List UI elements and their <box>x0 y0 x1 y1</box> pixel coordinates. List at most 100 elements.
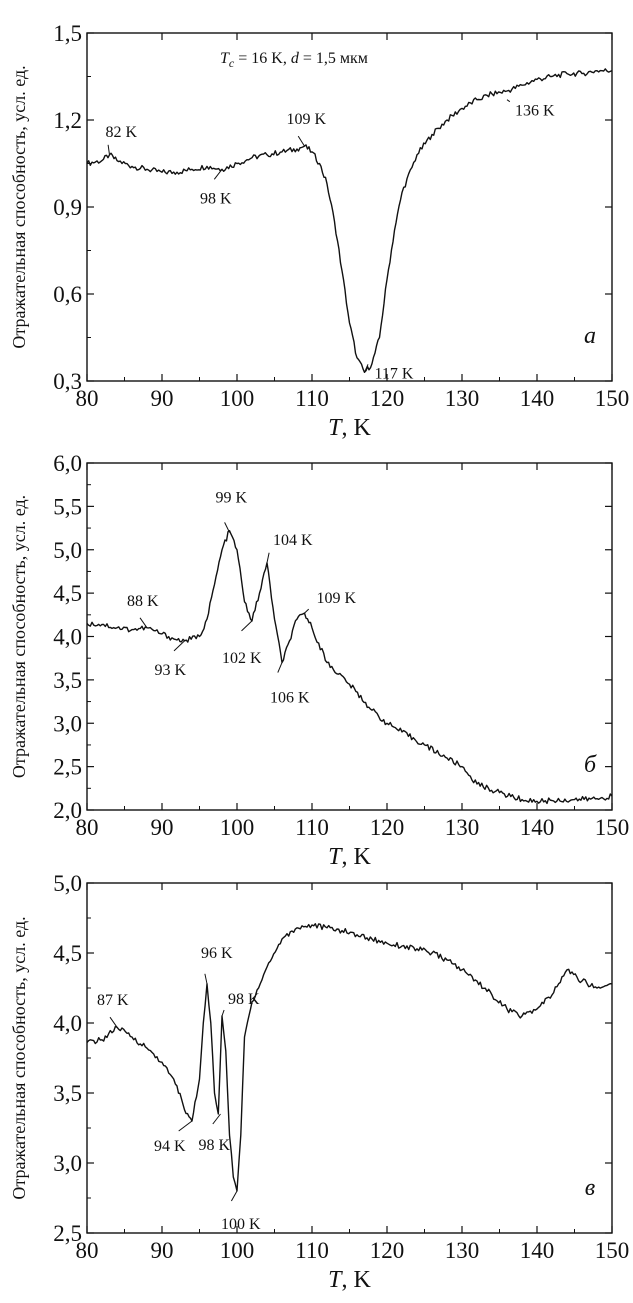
annotation-leader <box>107 144 110 155</box>
x-axis-symbol: T <box>328 415 343 441</box>
y-tick-label: 0,3 <box>53 369 82 394</box>
plot-frame <box>86 882 613 1234</box>
y-tick-label: 1,2 <box>53 108 82 133</box>
x-tick-label: 110 <box>295 1238 329 1263</box>
annotation-label: 87 K <box>97 992 129 1009</box>
panel-letter: б <box>584 752 597 778</box>
annotation-leader <box>213 168 223 180</box>
annotation-leader <box>224 522 230 533</box>
annotation-leader <box>506 99 511 103</box>
x-axis-unit: , K <box>342 415 372 441</box>
x-axis-unit: , K <box>342 1267 372 1293</box>
x-axis-symbol: T <box>328 844 343 870</box>
y-tick-label: 4,5 <box>53 581 82 606</box>
note-tc-symbol: T <box>220 50 230 67</box>
annotation-label: 106 K <box>270 690 310 707</box>
annotation-label: 109 K <box>317 590 357 607</box>
y-tick-label: 5,0 <box>53 871 82 896</box>
annotation-label: 117 K <box>375 365 414 382</box>
y-axis-label: Отражательная способность, усл. ед. <box>9 495 29 778</box>
annotation-leader <box>304 608 310 614</box>
y-axis-label: Отражательная способность, усл. ед. <box>9 916 29 1199</box>
y-tick-label: 2,5 <box>53 1221 82 1246</box>
x-tick-label: 80 <box>76 386 99 411</box>
note-tc-subscript: c <box>229 56 235 70</box>
x-tick-label: 110 <box>295 815 329 840</box>
annotation-leader <box>364 364 369 373</box>
chart-panel-c: 80 90 100 110 120 130 140 150 2,5 3,0 3,5 4,0 4,5 5,0… <box>9 871 629 1293</box>
y-tick-label: 6,0 <box>53 451 82 476</box>
x-tick-label: 150 <box>595 815 630 840</box>
annotation-label: 94 K <box>154 1138 186 1155</box>
note-d-symbol: d <box>291 50 300 67</box>
y-tick-label: 1,5 <box>53 21 82 46</box>
x-tick-label: 130 <box>445 815 480 840</box>
y-tick-label: 5,0 <box>53 538 82 563</box>
y-tick-label: 3,5 <box>53 668 82 693</box>
note-d-value: = 1,5 мкм <box>299 50 368 67</box>
x-tick-label: 120 <box>370 1238 405 1263</box>
annotation-label: 98 K <box>228 991 260 1008</box>
annotation-label: 98 K <box>199 1137 231 1154</box>
annotation-label: 136 K <box>515 103 555 120</box>
x-tick-label: 90 <box>151 386 174 411</box>
y-tick-label: 2,5 <box>53 755 82 780</box>
annotation-label: 88 K <box>127 593 159 610</box>
y-tick-label: 3,0 <box>53 711 82 736</box>
x-tick-label: 140 <box>520 815 555 840</box>
annotation-leader <box>266 552 270 563</box>
annotation-label: 100 K <box>221 1216 261 1233</box>
annotation-label: 102 K <box>222 650 262 667</box>
x-tick-label: 120 <box>370 386 405 411</box>
note-tc-value: = 16 K, <box>234 50 291 67</box>
x-tick-label: 100 <box>220 815 255 840</box>
x-tick-label: 100 <box>220 1238 255 1263</box>
annotation-leader <box>204 973 208 984</box>
annotation-leader <box>109 1016 118 1028</box>
conditions-note: Tc = 16 K, d = 1,5 мкм <box>220 50 368 70</box>
x-tick-label: 90 <box>151 1238 174 1263</box>
chart-panel-b: 80 90 100 110 120 130 140 150 2,0 2,5 3,0 3,5 4,0 4,5… <box>9 451 629 870</box>
x-tick-label: 130 <box>445 1238 480 1263</box>
annotation-leader <box>277 662 283 673</box>
data-series-line <box>86 530 613 805</box>
x-tick-label: 120 <box>370 815 405 840</box>
annotation-label: 98 K <box>200 190 232 207</box>
x-tick-label: 110 <box>295 386 329 411</box>
y-tick-label: 3,5 <box>53 1081 82 1106</box>
annotation-leader <box>221 1009 225 1017</box>
annotation-label: 93 K <box>155 662 187 679</box>
x-axis-label: T, K <box>328 1267 371 1293</box>
y-tick-label: 4,5 <box>53 941 82 966</box>
y-tick-label: 3,0 <box>53 1151 82 1176</box>
x-tick-label: 150 <box>595 1238 630 1263</box>
annotation-leader <box>230 1190 238 1202</box>
annotation-label: 96 K <box>201 945 233 962</box>
x-axis-label: T, K <box>328 844 371 870</box>
x-tick-label: 140 <box>520 386 555 411</box>
x-tick-label: 80 <box>76 1238 99 1263</box>
y-tick-label: 2,0 <box>53 798 82 823</box>
x-tick-label: 90 <box>151 815 174 840</box>
y-tick-label: 5,5 <box>53 494 82 519</box>
annotation-leader <box>139 617 148 629</box>
annotation-leader <box>241 620 253 632</box>
data-series-line <box>86 923 613 1192</box>
annotation-leader <box>297 135 305 147</box>
x-tick-label: 80 <box>76 815 99 840</box>
annotation-leader <box>173 640 185 652</box>
x-axis-symbol: T <box>328 1267 343 1293</box>
x-axis-label: T, K <box>328 415 371 441</box>
y-tick-label: 4,0 <box>53 1011 82 1036</box>
x-tick-label: 150 <box>595 386 630 411</box>
annotation-label: 109 K <box>287 111 327 128</box>
annotation-label: 82 K <box>106 124 138 141</box>
y-tick-label: 4,0 <box>53 625 82 650</box>
annotation-label: 99 K <box>216 489 248 506</box>
y-axis-label: Отражательная способность, усл. ед. <box>9 65 29 348</box>
panel-letter: а <box>584 323 596 349</box>
chart-panel-a: 80 90 100 110 120 130 140 150 0,3 0,6 0,9 1,2 1,5 Отр… <box>9 21 629 441</box>
y-tick-label: 0,9 <box>53 195 82 220</box>
x-tick-label: 140 <box>520 1238 555 1263</box>
x-tick-label: 100 <box>220 386 255 411</box>
